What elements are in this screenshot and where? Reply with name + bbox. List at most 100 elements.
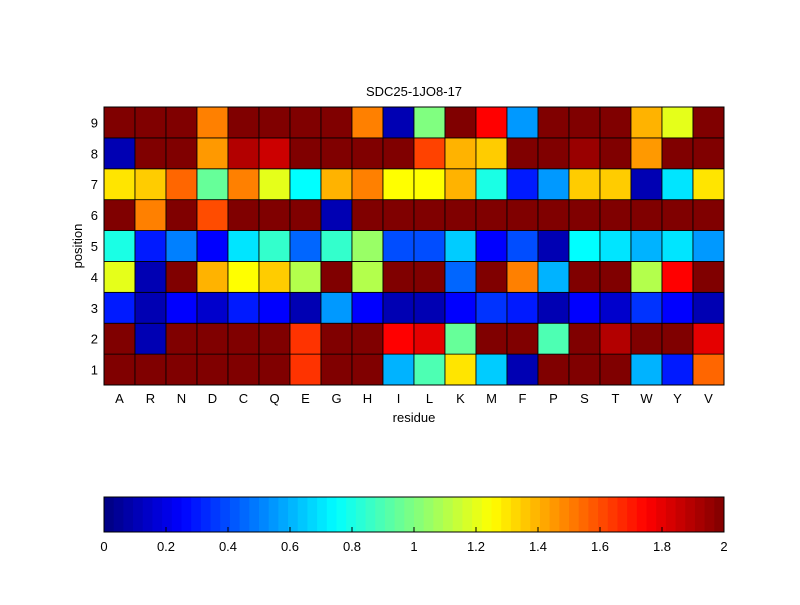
colorbar-band [530, 497, 541, 532]
x-tick-label: C [239, 391, 248, 406]
heatmap-cell [630, 322, 663, 355]
heatmap-cell [227, 230, 260, 262]
heatmap-cell [165, 199, 198, 231]
colorbar-band [229, 497, 241, 532]
heatmap-cell [382, 353, 415, 386]
heatmap-cell [537, 261, 570, 293]
x-tick-label: A [115, 391, 124, 406]
colorbar-band [617, 497, 628, 532]
heatmap-cell [661, 199, 694, 231]
heatmap-cell [506, 353, 539, 386]
heatmap-cell [692, 353, 725, 386]
heatmap-cell [506, 199, 539, 231]
heatmap-cell [134, 230, 167, 262]
heatmap-cell [444, 261, 477, 293]
heatmap-cell [382, 322, 415, 355]
heatmap-cell [103, 230, 136, 262]
heatmap-cell [661, 353, 694, 386]
y-tick-label: 8 [91, 146, 98, 161]
plot-frame [103, 106, 725, 386]
heatmap-cell [382, 137, 415, 170]
heatmap-cell [506, 137, 539, 170]
colorbar-band [375, 497, 386, 532]
heatmap-cell [506, 106, 539, 139]
heatmap-cell [103, 106, 136, 139]
heatmap-cell [630, 261, 663, 293]
x-tick-label: F [519, 391, 527, 406]
heatmap-cell [196, 261, 229, 293]
colorbar-band [259, 497, 270, 532]
colorbar-tick-label: 0.4 [219, 539, 237, 554]
heatmap-cell [692, 106, 725, 139]
heatmap-cell [351, 353, 384, 386]
colorbar-band [433, 497, 444, 532]
colorbar-band [462, 497, 473, 532]
heatmap-cell [103, 137, 136, 170]
heatmap-cell [320, 261, 353, 293]
colorbar-band [656, 497, 667, 532]
x-tick-label: E [301, 391, 310, 406]
colorbar-tick-label: 1.8 [653, 539, 671, 554]
y-tick-label: 2 [91, 332, 98, 347]
x-tick-label: N [177, 391, 186, 406]
colorbar-tick-label: 1.2 [467, 539, 485, 554]
colorbar-band [665, 497, 677, 532]
y-tick-label: 3 [91, 301, 98, 316]
heatmap-cell [289, 137, 322, 170]
colorbar-band [578, 497, 589, 532]
colorbar-band [520, 497, 531, 532]
heatmap-cell [413, 230, 446, 262]
colorbar-band [162, 497, 173, 532]
heatmap-cell [537, 106, 570, 139]
heatmap-cell [134, 106, 167, 139]
heatmap-cell [227, 168, 260, 201]
colorbar-tick-label: 0.8 [343, 539, 361, 554]
heatmap-cell [134, 137, 167, 170]
colorbar-tick-label: 0.2 [157, 539, 175, 554]
y-tick-label: 6 [91, 208, 98, 223]
heatmap-cell [537, 137, 570, 170]
colorbar-band [210, 497, 221, 532]
x-tick-label: M [486, 391, 497, 406]
heatmap-cell [475, 137, 508, 170]
colorbar-band [491, 497, 502, 532]
heatmap-cell [320, 353, 353, 386]
heatmap-cell [103, 322, 136, 355]
heatmap-cell [413, 137, 446, 170]
colorbar-band [685, 497, 696, 532]
heatmap-cell [258, 137, 291, 170]
heatmap-cell [444, 168, 477, 201]
heatmap-cell [227, 137, 260, 170]
heatmap-cell [568, 230, 601, 262]
colorbar-band [481, 497, 492, 532]
colorbar-band [394, 497, 405, 532]
heatmap-cell [165, 353, 198, 386]
heatmap-cell [661, 106, 694, 139]
colorbar-band [384, 497, 396, 532]
heatmap-cell [134, 291, 167, 324]
heatmap-cell [537, 199, 570, 231]
heatmap-cell [134, 353, 167, 386]
colorbar-band [249, 497, 260, 532]
heatmap-cell [444, 199, 477, 231]
colorbar-band [452, 497, 463, 532]
heatmap-cell [134, 168, 167, 201]
heatmap-cell [227, 106, 260, 139]
heatmap-cell [413, 199, 446, 231]
heatmap-cell [475, 199, 508, 231]
colorbar-band [704, 497, 715, 532]
heatmap-cell [258, 322, 291, 355]
x-tick-label: S [580, 391, 589, 406]
heatmap-cell [599, 168, 632, 201]
colorbar-band [288, 497, 299, 532]
heatmap-cell [661, 168, 694, 201]
x-tick-label: I [397, 391, 401, 406]
y-tick-label: 9 [91, 115, 98, 130]
heatmap-cell [506, 291, 539, 324]
heatmap-cell [351, 106, 384, 139]
heatmap-cell [351, 168, 384, 201]
heatmap-cell [103, 199, 136, 231]
heatmap-cell [227, 199, 260, 231]
